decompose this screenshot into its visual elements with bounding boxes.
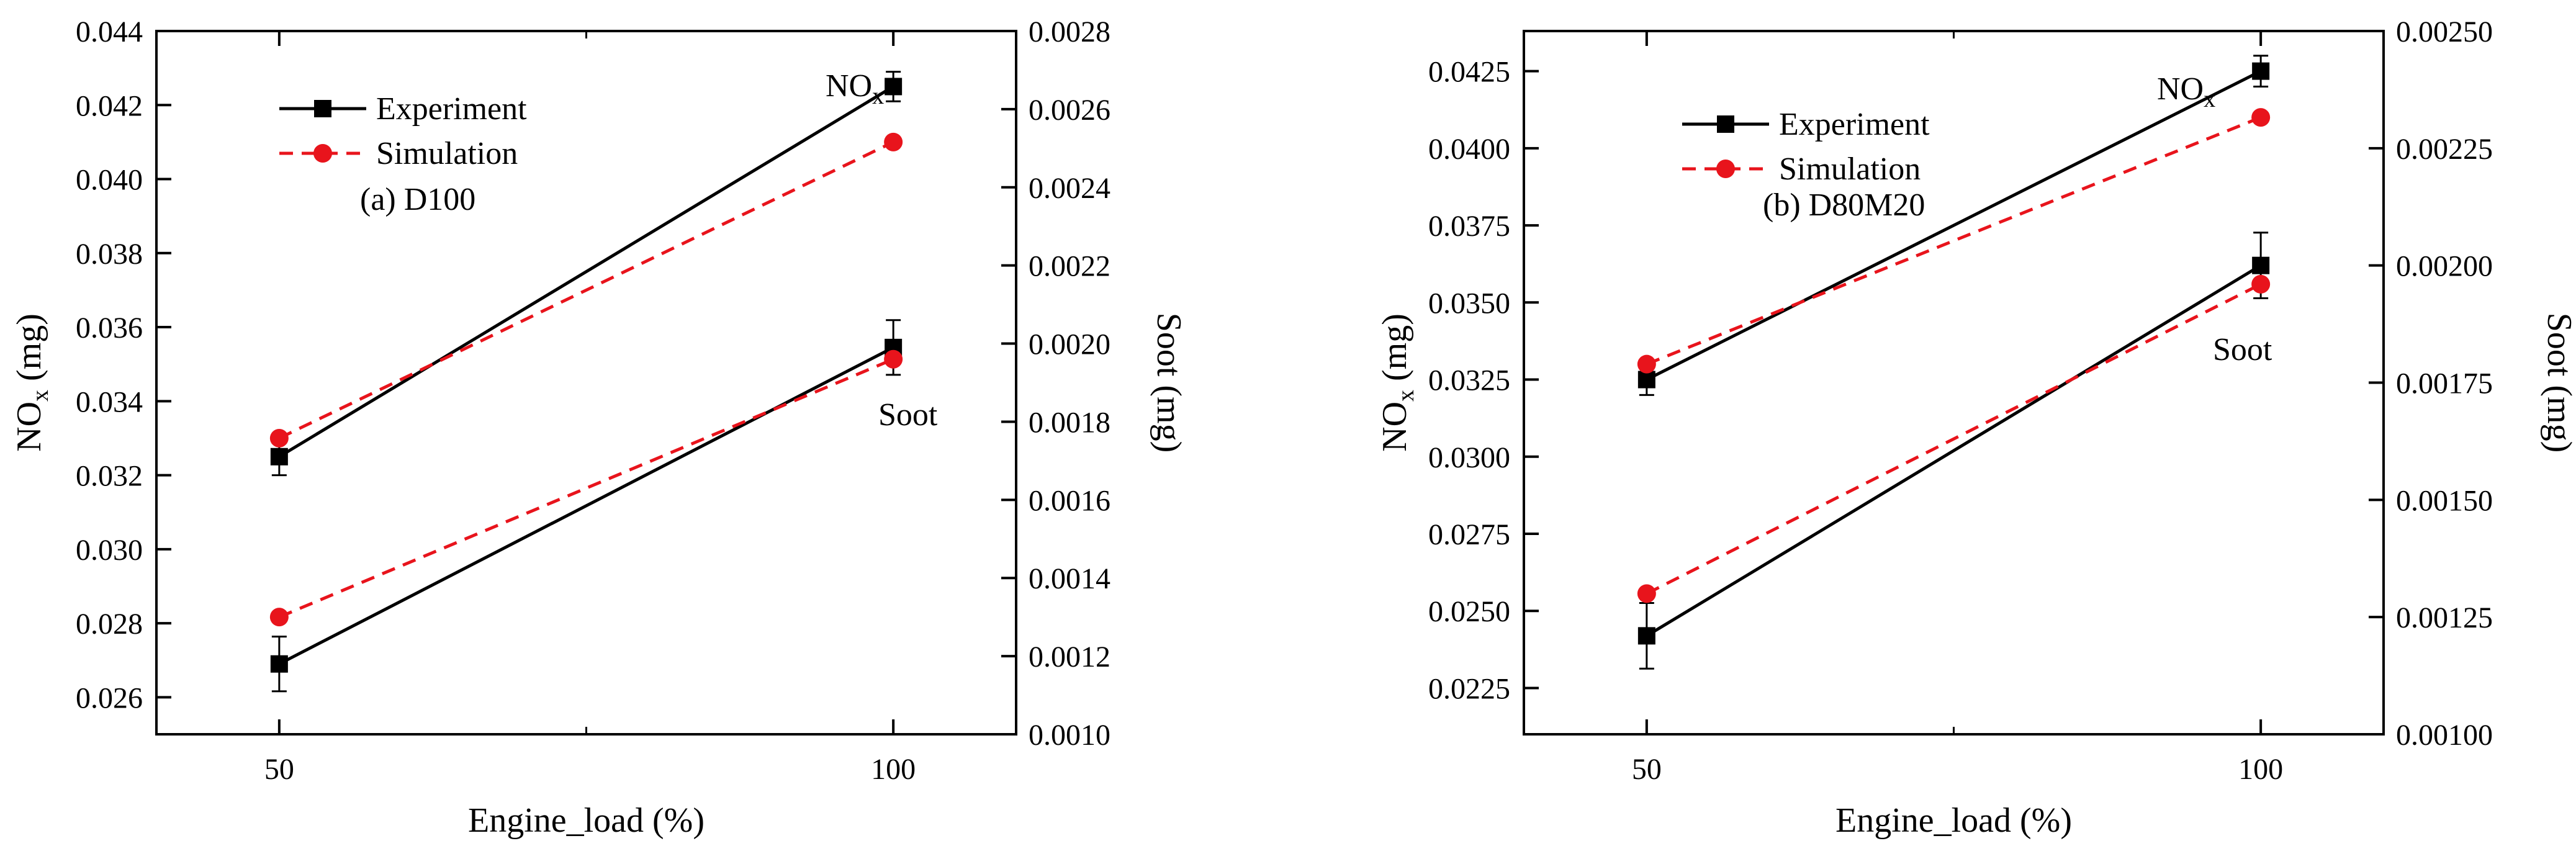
legend-marker — [1717, 115, 1734, 133]
series-line — [1646, 70, 2262, 381]
x-tick-label: 50 — [264, 753, 294, 786]
panel-label: (a) D100 — [360, 182, 475, 217]
y-left-tick-label: 0.042 — [76, 89, 143, 122]
y-left-axis-title: NOx (mg) — [10, 313, 53, 452]
y-left-tick-label: 0.0375 — [1428, 210, 1510, 243]
y-left-tick-label: 0.030 — [76, 534, 143, 567]
series-line — [1646, 115, 2262, 366]
y-right-tick-label: 0.00225 — [2396, 133, 2493, 166]
y-left-tick-label: 0.0350 — [1428, 287, 1510, 320]
soot-annotation: Soot — [2213, 332, 2272, 367]
y-left-tick-label: 0.0425 — [1428, 56, 1510, 89]
y-right-tick-label: 0.0026 — [1029, 94, 1110, 127]
x-axis-title: Engine_load (%) — [468, 801, 705, 840]
y-right-tick-label: 0.0020 — [1029, 328, 1110, 361]
y-left-title-sub: x — [1393, 390, 1419, 402]
nox-annotation-sub: x — [872, 83, 884, 109]
data-point — [269, 428, 289, 448]
y-left-tick-label: 0.026 — [76, 682, 143, 714]
y-left-tick-label: 0.0300 — [1428, 441, 1510, 474]
y-left-title-tail: (mg) — [10, 313, 48, 390]
y-left-title-tail: (mg) — [1376, 313, 1414, 390]
legend-label: Simulation — [376, 136, 518, 171]
y-left-title-main: NO — [10, 402, 48, 452]
y-left-tick-label: 0.0400 — [1428, 133, 1510, 166]
y-left-tick-label: 0.034 — [76, 385, 143, 418]
panel-label: (b) D80M20 — [1763, 187, 1925, 223]
y-left-tick-label: 0.0275 — [1428, 518, 1510, 551]
x-tick-label: 50 — [1632, 753, 1662, 786]
series-line — [1646, 282, 2262, 595]
data-point — [1637, 584, 1656, 603]
y-right-axis-title: Soot (mg) — [2540, 313, 2576, 453]
legend-label: Experiment — [1779, 107, 1930, 142]
y-right-axis-title: Soot (mg) — [1150, 313, 1188, 453]
legend-marker — [1716, 160, 1735, 178]
series-line — [278, 140, 894, 440]
nox-annotation-main: NO — [2157, 71, 2204, 107]
data-point — [269, 608, 289, 627]
y-right-tick-label: 0.0010 — [1029, 719, 1110, 752]
y-right-tick-label: 0.0014 — [1029, 562, 1110, 595]
panel-b: 50 100 0.0225 0.0250 0.0275 0.0300 0.0325 0.035… — [1376, 16, 2576, 840]
x-axis-title: Engine_load (%) — [1835, 801, 2072, 840]
y-right-tick-label: 0.0018 — [1029, 406, 1110, 439]
series-line — [278, 85, 894, 458]
legend-label: Experiment — [376, 91, 527, 127]
y-left-tick-label: 0.028 — [76, 608, 143, 641]
y-left-title-sub: x — [27, 390, 53, 402]
x-tick-label: 100 — [2238, 753, 2283, 786]
data-point — [2251, 108, 2271, 127]
series-line — [278, 346, 894, 665]
x-tick-label: 100 — [871, 753, 916, 786]
y-right-tick-label: 0.0016 — [1029, 484, 1110, 517]
y-left-title-main: NO — [1376, 402, 1414, 452]
nox-annotation-main: NO — [826, 68, 872, 104]
y-left-tick-label: 0.040 — [76, 164, 143, 197]
y-right-tick-label: 0.0024 — [1029, 172, 1110, 205]
y-right-tick-label: 0.00125 — [2396, 601, 2493, 634]
nox-annotation: NOx — [2157, 71, 2215, 112]
y-left-tick-label: 0.038 — [76, 238, 143, 271]
y-left-tick-label: 0.032 — [76, 460, 143, 493]
y-right-tick-label: 0.00250 — [2396, 16, 2493, 48]
data-point — [884, 349, 903, 369]
data-point — [1637, 354, 1656, 374]
y-right-tick-label: 0.00150 — [2396, 484, 2493, 517]
series-line — [1646, 264, 2262, 637]
y-left-axis-title: NOx (mg) — [1376, 313, 1419, 452]
y-right-tick-label: 0.0028 — [1029, 16, 1110, 48]
y-right-tick-label: 0.00100 — [2396, 719, 2493, 752]
legend-marker — [313, 144, 332, 163]
data-point — [2252, 62, 2270, 80]
y-left-tick-label: 0.0250 — [1428, 595, 1510, 628]
y-left-tick-label: 0.044 — [76, 16, 143, 48]
data-point — [884, 132, 903, 151]
y-right-tick-label: 0.0012 — [1029, 641, 1110, 673]
y-left-tick-label: 0.036 — [76, 312, 143, 344]
y-right-tick-label: 0.0022 — [1029, 250, 1110, 283]
y-right-tick-label: 0.00175 — [2396, 367, 2493, 400]
y-left-tick-label: 0.0325 — [1428, 364, 1510, 397]
series-line — [278, 358, 894, 619]
y-right-tick-label: 0.00200 — [2396, 250, 2493, 283]
nox-annotation: NOx — [826, 68, 884, 109]
legend-marker — [314, 100, 331, 117]
nox-annotation-sub: x — [2204, 86, 2215, 112]
data-point — [885, 78, 903, 96]
data-point — [270, 448, 288, 466]
data-point — [1637, 371, 1655, 389]
data-point — [2252, 256, 2270, 274]
data-point — [1637, 627, 1655, 645]
data-point — [2251, 274, 2271, 294]
panel-a: 50 100 0.026 0.028 0.030 0.032 0.034 0.036 0.038… — [10, 16, 1188, 840]
y-left-tick-label: 0.0225 — [1428, 672, 1510, 705]
data-point — [270, 655, 288, 673]
soot-annotation: Soot — [878, 397, 938, 433]
legend-label: Simulation — [1779, 151, 1921, 187]
